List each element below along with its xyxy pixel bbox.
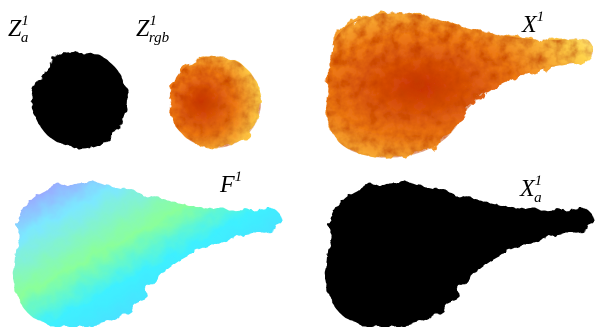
label-symbol: X: [521, 12, 538, 38]
label-sub: a: [534, 190, 542, 206]
label-symbol: F: [219, 172, 235, 198]
rgb-blob: [169, 56, 261, 148]
panel-label: F1: [219, 169, 242, 198]
alpha-fireball: [326, 183, 593, 327]
fireball: [326, 13, 593, 158]
panel-label: X1: [521, 9, 544, 38]
figure: Z1a Z1rgb X1 F1 X1a: [0, 0, 602, 327]
label-sup: 1: [535, 173, 543, 189]
label-sub: a: [21, 30, 29, 46]
flow-fireball: [14, 183, 281, 327]
label-sup: 1: [21, 13, 29, 29]
alpha-blob: [32, 52, 128, 148]
label-sup: 1: [537, 9, 545, 25]
label-sup: 1: [235, 169, 243, 185]
label-sub: rgb: [149, 30, 170, 46]
label-sup: 1: [149, 13, 157, 29]
